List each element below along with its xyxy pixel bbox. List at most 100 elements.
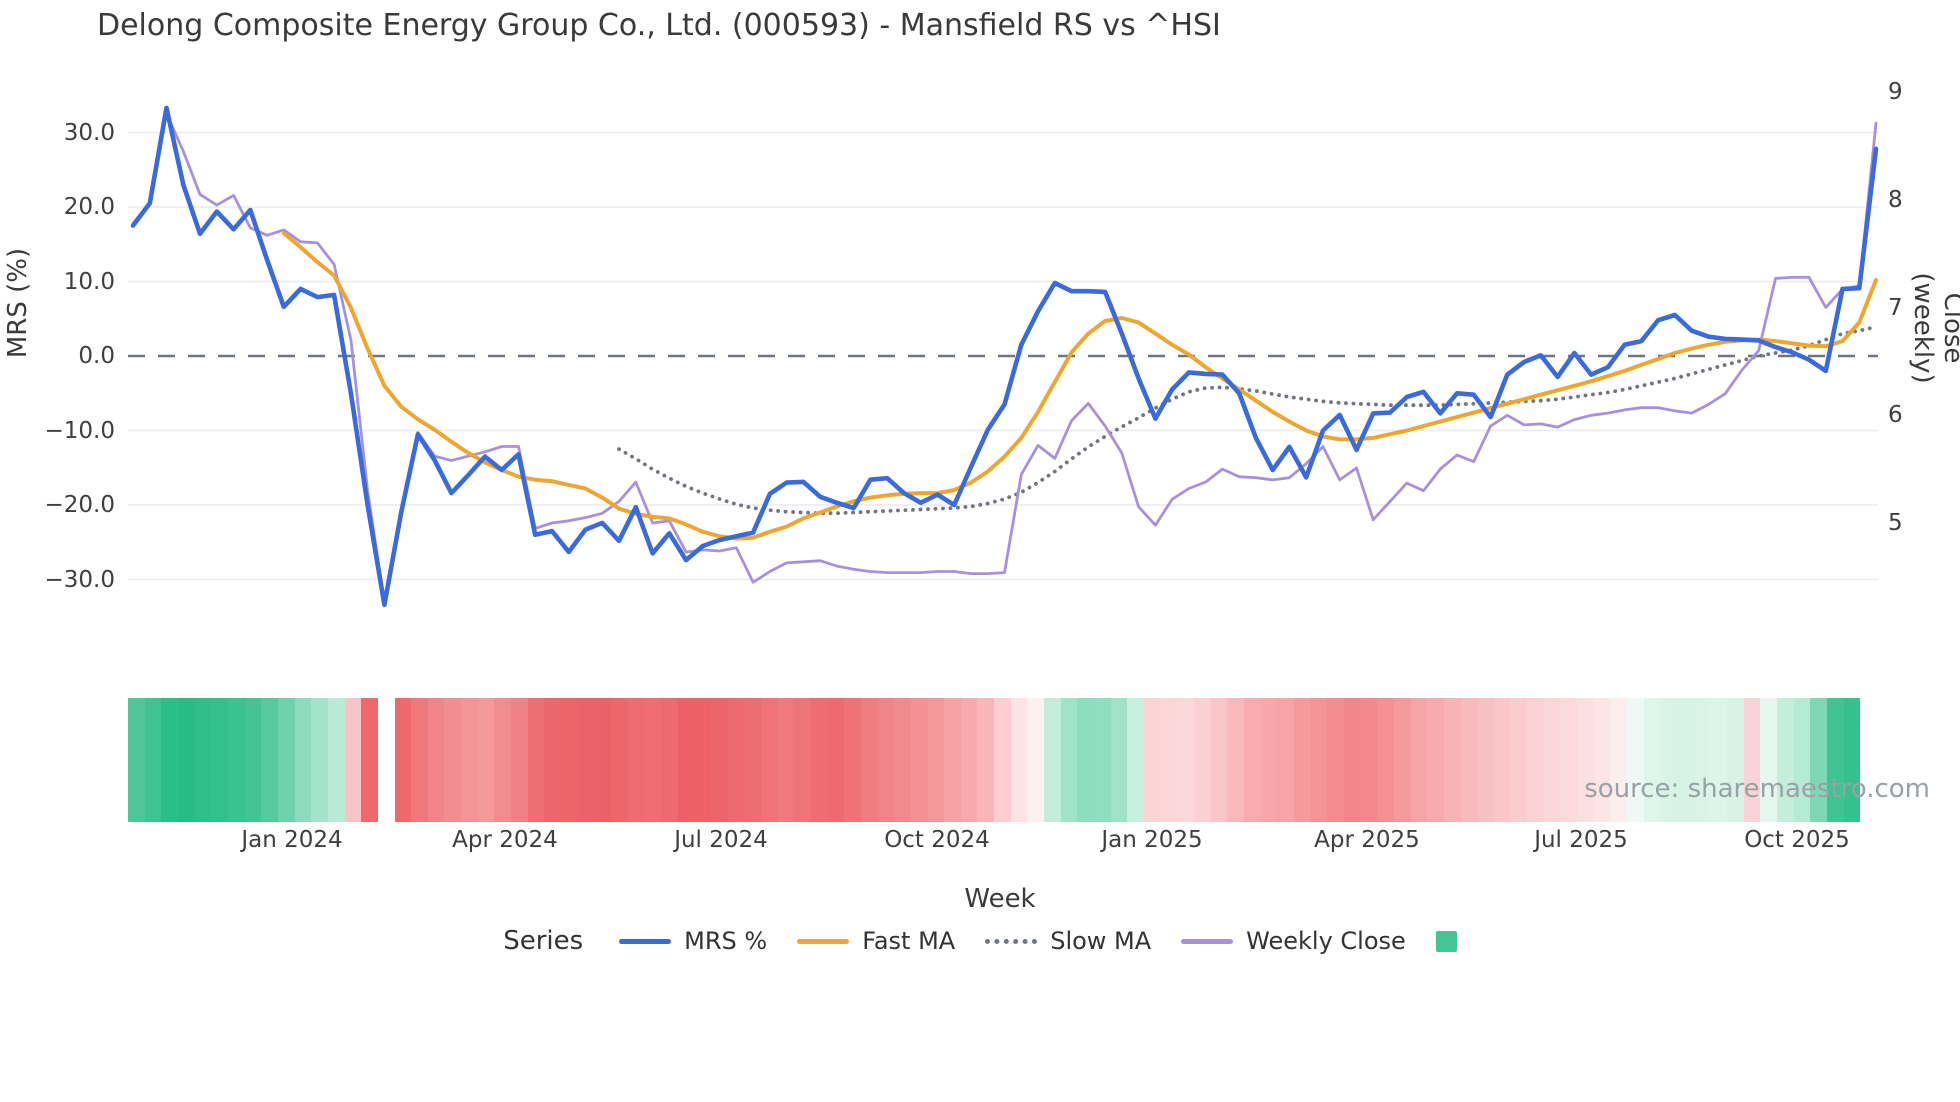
- heatmap-cell: [594, 698, 612, 822]
- x-axis-tick-label: Jul 2025: [1534, 827, 1628, 853]
- heatmap-cell: [477, 698, 495, 822]
- heatmap-cell: [161, 698, 178, 822]
- heatmap-cell: [1210, 698, 1228, 822]
- heatmap-cell: [311, 698, 328, 822]
- heatmap-cell: [1094, 698, 1111, 822]
- heatmap-cell: [794, 698, 811, 822]
- heatmap-cell: [1577, 698, 1594, 822]
- heatmap-cell: [1177, 698, 1194, 822]
- legend-item-mrs-: MRS %: [619, 927, 767, 955]
- heatmap-cell: [860, 698, 878, 822]
- heatmap-cell: [227, 698, 245, 822]
- heatmap-cell: [744, 698, 761, 822]
- left-axis-tick-label: −10.0: [44, 417, 115, 444]
- legend: Series MRS % Fast MA Slow MA Weekly Close: [0, 926, 1960, 956]
- source-note: source: sharemaestro.com: [1584, 774, 1930, 804]
- heatmap-cell: [1760, 698, 1777, 822]
- x-axis-tick-label: Apr 2025: [1314, 827, 1420, 853]
- heatmap-cell: [1443, 698, 1461, 822]
- heatmap-cell: [1044, 698, 1061, 822]
- heatmap-cell: [1693, 698, 1711, 822]
- heatmap-cell: [877, 698, 895, 822]
- heatmap-cell: [627, 698, 645, 822]
- left-axis-tick-label: 20.0: [63, 194, 115, 220]
- left-axis-tick-label: 0.0: [78, 343, 115, 369]
- left-axis-title: MRS (%): [3, 247, 33, 359]
- mrs-line: [130, 105, 1879, 608]
- legend-item-heatmap: [1435, 930, 1457, 952]
- x-axis-tick-label: Jul 2024: [674, 827, 768, 853]
- heatmap-cell: [377, 698, 395, 822]
- heatmap-cell: [1260, 698, 1278, 822]
- legend-item-label: Weekly Close: [1246, 927, 1406, 955]
- x-axis-tick-label: Oct 2025: [1744, 827, 1850, 853]
- heatmap-cell: [844, 698, 861, 822]
- heatmap-cell: [944, 698, 961, 822]
- legend-title: Series: [503, 926, 584, 956]
- heatmap-cell: [261, 698, 278, 822]
- left-axis-tick-label: 10.0: [63, 268, 115, 295]
- heatmap-cell: [1343, 698, 1361, 822]
- heatmap-cell: [1427, 698, 1444, 822]
- heatmap-cell: [561, 698, 578, 822]
- heatmap-cell: [1710, 698, 1727, 822]
- heatmap-cell: [1360, 698, 1378, 822]
- heatmap-cell: [1277, 698, 1294, 822]
- x-axis-tick-label: Jan 2024: [241, 827, 343, 853]
- heatmap-cell: [960, 698, 978, 822]
- heatmap-cell: [1610, 698, 1628, 822]
- legend-item-label: Slow MA: [1050, 927, 1152, 955]
- heatmap-cell: [694, 698, 711, 822]
- legend-item-label: MRS %: [684, 927, 768, 955]
- legend-swatch-square: [1435, 930, 1457, 952]
- heatmap-cell: [1194, 698, 1211, 822]
- heatmap-cell: [427, 698, 445, 822]
- heatmap-cell: [1060, 698, 1078, 822]
- heatmap-cell: [1793, 698, 1811, 822]
- legend-item-fast-ma: Fast MA: [797, 927, 955, 955]
- legend-item-weekly-close: Weekly Close: [1181, 927, 1406, 955]
- heatmap-cell: [361, 698, 378, 822]
- heatmap-cell: [677, 698, 695, 822]
- legend-item-slow-ma: Slow MA: [985, 927, 1151, 955]
- heatmap-cell: [1160, 698, 1178, 822]
- heatmap-cell: [294, 698, 312, 822]
- legend-item-label: Fast MA: [862, 927, 956, 955]
- heatmap-cell: [394, 698, 412, 822]
- heatmap-cell: [444, 698, 462, 822]
- heatmap-cell: [144, 698, 162, 822]
- heatmap-cell: [661, 698, 678, 822]
- heatmap-cell: [1543, 698, 1561, 822]
- heatmap-cell: [494, 698, 512, 822]
- heatmap-cell: [1327, 698, 1344, 822]
- heatmap-cell: [411, 698, 428, 822]
- heatmap-cell: [511, 698, 528, 822]
- heatmap-cell: [1243, 698, 1261, 822]
- right-axis-tick-label: 5: [1888, 510, 1903, 536]
- heatmap-cell: [1293, 698, 1311, 822]
- heatmap-cell: [1393, 698, 1411, 822]
- heatmap-cell: [544, 698, 562, 822]
- heatmap-cell: [910, 698, 928, 822]
- heatmap-cell: [1776, 698, 1794, 822]
- heatmap-cell: [1510, 698, 1528, 822]
- heatmap-cell: [577, 698, 595, 822]
- heatmap-cell: [1677, 698, 1694, 822]
- heatmap-cell: [727, 698, 745, 822]
- heatmap-cell: [1310, 698, 1328, 822]
- heatmap-cell: [1027, 698, 1045, 822]
- left-axis-tick-label: −20.0: [44, 492, 115, 518]
- heatmap-cell: [827, 698, 845, 822]
- heatmap-cell: [1227, 698, 1244, 822]
- heatmap-cell: [1410, 698, 1428, 822]
- heatmap-cell: [1810, 698, 1827, 822]
- x-axis-tick-label: Apr 2024: [452, 827, 558, 853]
- right-axis-tick-label: 7: [1888, 294, 1903, 321]
- x-axis-tick-label: Oct 2024: [884, 827, 990, 853]
- right-axis-tick-label: 8: [1888, 186, 1903, 213]
- heatmap-cell: [1727, 698, 1744, 822]
- heatmap-cell: [894, 698, 911, 822]
- heatmap-cell: [1493, 698, 1511, 822]
- heatmap-cell: [1377, 698, 1394, 822]
